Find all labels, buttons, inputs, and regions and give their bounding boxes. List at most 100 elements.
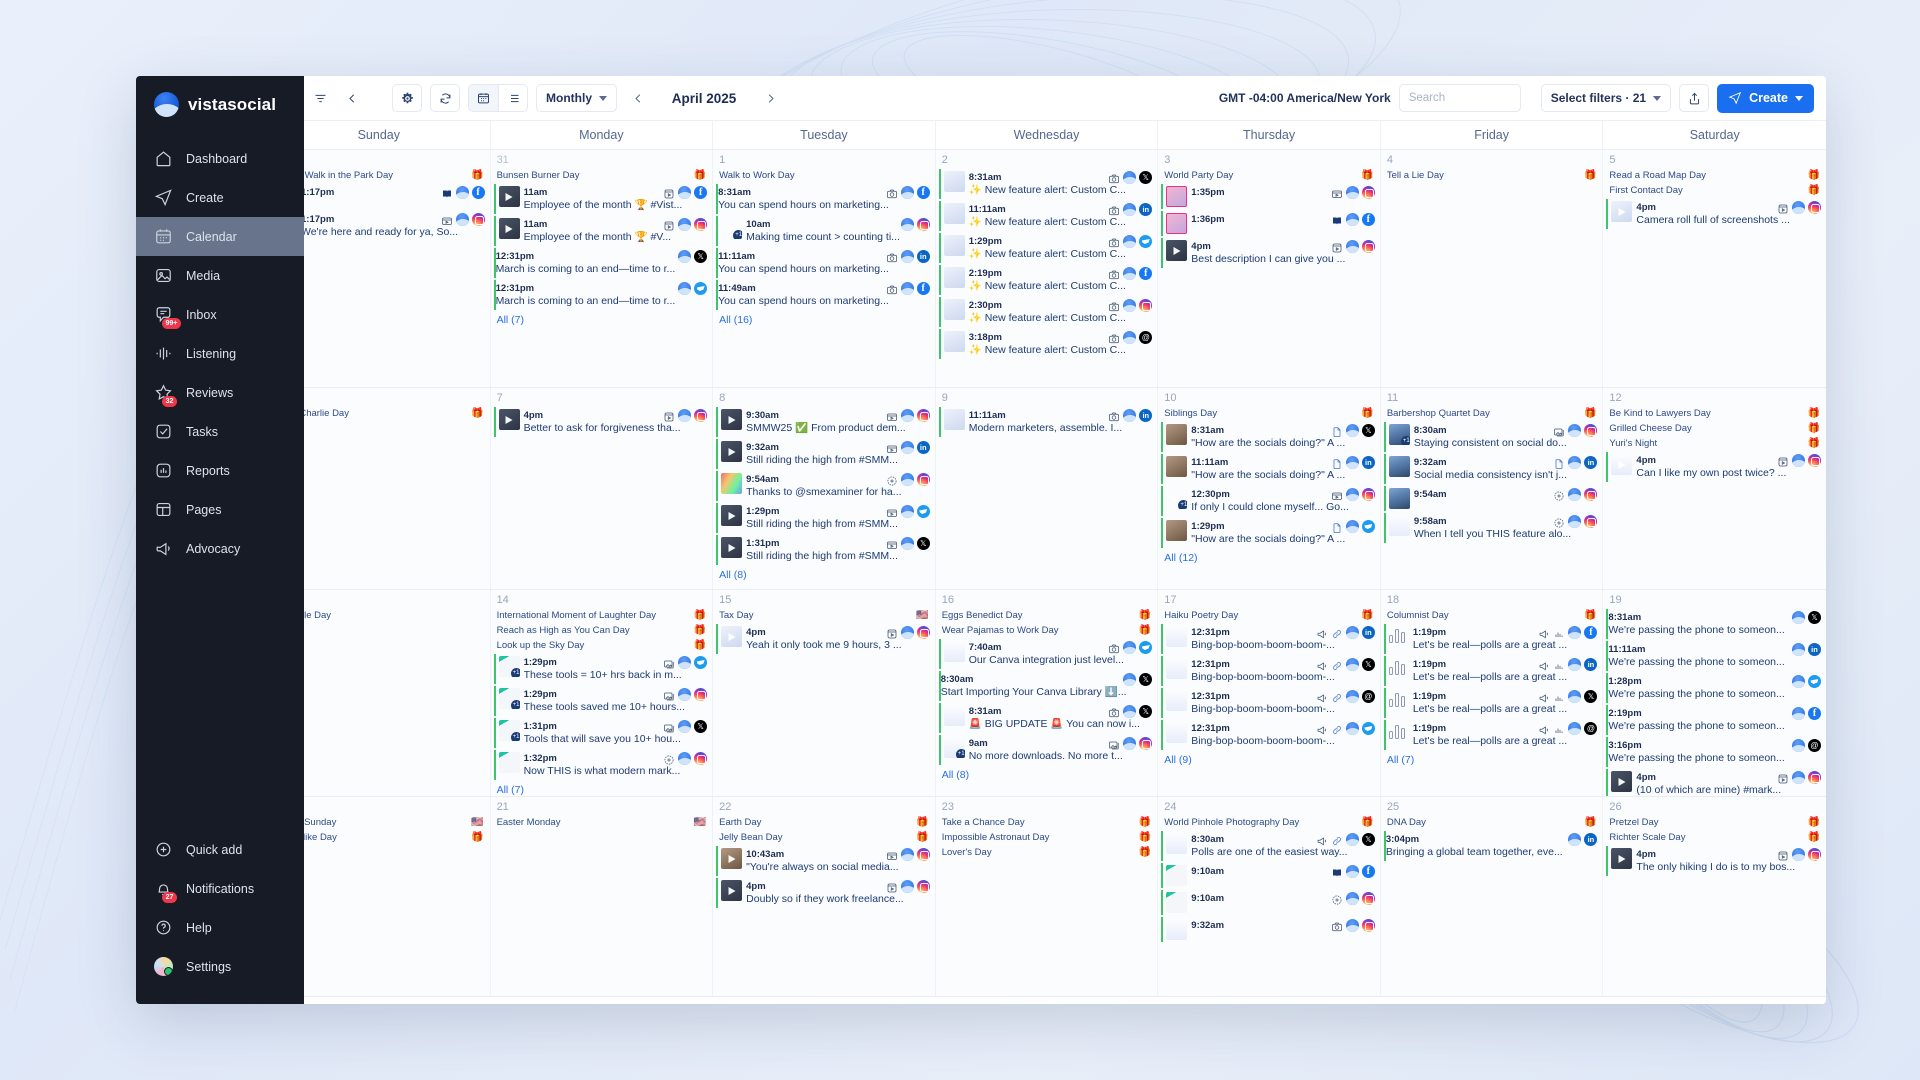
show-all-posts-link[interactable]: All (7): [496, 784, 524, 796]
calendar-post-item[interactable]: 2:19pm✨ New feature alert: Custom C...: [938, 265, 1155, 295]
calendar-post-item[interactable]: 9:58am When I tell you THIS feature alo..…: [1383, 513, 1600, 543]
calendar-post-item[interactable]: 1:29pm "How are the socials doing?" A ...: [1161, 518, 1377, 548]
search-input[interactable]: [1398, 84, 1521, 112]
calendar-post-item[interactable]: 9:10am: [1161, 890, 1377, 915]
calendar-day-cell[interactable]: 6Sorry Charlie Day🎁: [268, 388, 491, 589]
sidebar-item-inbox[interactable]: 99+ Inbox: [136, 295, 304, 334]
calendar-post-item[interactable]: 1:19pmLet's be real—polls are a great ..…: [1383, 688, 1600, 718]
share-button[interactable]: [1679, 84, 1710, 112]
calendar-post-item[interactable]: 11:11amYou can spend hours on marketing.…: [716, 248, 932, 278]
calendar-post-item[interactable]: 1:29pm ✨ New feature alert: Custom C...: [938, 233, 1155, 263]
sidebar-item-reports[interactable]: Reports: [136, 451, 304, 490]
calendar-post-item[interactable]: 12:31pmBing-bop-boom-boom-boom-...: [1161, 624, 1377, 654]
calendar-post-item[interactable]: 1:35pm: [1161, 184, 1377, 209]
calendar-day-cell[interactable]: 7 4pm Better to ask for forgiveness tha...: [490, 388, 714, 589]
calendar-post-item[interactable]: 2:30pm ✨ New feature alert: Custom C...: [938, 297, 1155, 327]
calendar-post-item[interactable]: 1:31pmStill riding the high from #SMM...: [716, 535, 932, 565]
calendar-day-cell[interactable]: 8 9:30am SMMW25 ✅ From product dem... 9:32a…: [713, 388, 936, 589]
sidebar-item-tasks[interactable]: Tasks: [136, 412, 304, 451]
show-all-posts-link[interactable]: All (7): [496, 314, 524, 326]
calendar-day-cell[interactable]: 23 Take a Chance Day 🎁 Impossible Astronaut…: [935, 797, 1159, 996]
calendar-post-item[interactable]: 9:54am Thanks to @smexaminer for ha...: [716, 471, 932, 501]
calendar-post-item[interactable]: 7:40am Our Canva integration just level..…: [938, 639, 1155, 669]
calendar-post-item[interactable]: +1 10am Making time count > counting ti...: [716, 216, 932, 246]
calendar-view-button[interactable]: [468, 84, 498, 112]
calendar-post-item[interactable]: 8:30amPolls are one of the easiest way..…: [1161, 831, 1377, 861]
calendar-post-item[interactable]: 11:11am"How are the socials doing?" A ..…: [1161, 454, 1377, 484]
calendar-day-cell[interactable]: 24 World Pinhole Photography Day🎁 8:30amPo…: [1158, 797, 1381, 996]
calendar-post-item[interactable]: +1 1:29pm These tools saved me 10+ hours..…: [493, 686, 710, 716]
calendar-post-item[interactable]: +1 1:29pm These tools = 10+ hrs back in m.…: [493, 654, 710, 684]
calendar-post-item[interactable]: +1 8:30am Staying consistent on social do.…: [1383, 422, 1600, 452]
filters-dropdown[interactable]: Select filters · 21: [1540, 84, 1672, 112]
calendar-post-item[interactable]: 4pm Better to ask for forgiveness tha...: [493, 407, 710, 437]
calendar-post-item[interactable]: 11:11am✨ New feature alert: Custom C...: [938, 201, 1155, 231]
next-month-button[interactable]: [757, 84, 783, 112]
sidebar-item-settings[interactable]: Settings: [136, 947, 304, 986]
calendar-post-item[interactable]: 8:31am✨ New feature alert: Custom C...: [938, 169, 1155, 199]
calendar-post-item[interactable]: 1:36pm: [1161, 211, 1377, 236]
calendar-post-item[interactable]: 1:28pm We're passing the phone to someon.…: [1606, 673, 1823, 703]
calendar-post-item[interactable]: 1:19pmLet's be real—polls are a great ..…: [1383, 624, 1600, 654]
calendar-day-cell[interactable]: 30Take a Walk in the Park Day🎁1:17pm1:17…: [268, 150, 491, 387]
sidebar-item-pages[interactable]: Pages: [136, 490, 304, 529]
prev-month-button[interactable]: [625, 84, 651, 112]
calendar-post-item[interactable]: 9:32am: [1161, 917, 1377, 942]
calendar-post-item[interactable]: 11:49amYou can spend hours on marketing.…: [716, 280, 932, 310]
list-view-button[interactable]: [498, 84, 528, 112]
show-all-posts-link[interactable]: All (8): [941, 769, 970, 781]
calendar-post-item[interactable]: 8:31am"How are the socials doing?" A ...: [1161, 422, 1377, 452]
show-all-posts-link[interactable]: All (12): [1164, 552, 1198, 564]
sidebar-item-notifications[interactable]: 27 Notifications: [136, 869, 304, 908]
calendar-day-cell[interactable]: 4 Tell a Lie Day 🎁: [1380, 150, 1604, 387]
calendar-post-item[interactable]: 1:19pmLet's be real—polls are a great ..…: [1383, 656, 1600, 686]
calendar-post-item[interactable]: 3:16pmWe're passing the phone to someon.…: [1606, 737, 1823, 767]
calendar-day-cell[interactable]: 12 Be Kind to Lawyers Day 🎁 Grilled Cheese …: [1603, 388, 1826, 589]
refresh-button[interactable]: [430, 84, 460, 112]
calendar-settings-button[interactable]: [392, 84, 422, 112]
calendar-post-item[interactable]: 3:18pm✨ New feature alert: Custom C...: [938, 329, 1155, 359]
calendar-post-item[interactable]: 11:11amWe're passing the phone to someon…: [1606, 641, 1823, 671]
calendar-day-cell[interactable]: 5 Read a Road Map Day 🎁 First Contact Day 🎁 4…: [1603, 150, 1826, 387]
calendar-day-cell[interactable]: 198:31amWe're passing the phone to someo…: [1603, 590, 1826, 796]
calendar-post-item[interactable]: 4pm Best description I can give you ...: [1161, 238, 1377, 268]
calendar-post-item[interactable]: 4pm Camera roll full of screenshots ...: [1606, 199, 1823, 229]
sidebar-item-quick-add[interactable]: Quick add: [136, 830, 304, 869]
create-button[interactable]: Create: [1717, 83, 1814, 113]
filter-button[interactable]: [308, 84, 332, 112]
show-all-posts-link[interactable]: All (9): [1164, 754, 1192, 766]
calendar-day-cell[interactable]: 22 Earth Day 🎁 Jelly Bean Day 🎁 10:43am "You'r…: [713, 797, 936, 996]
calendar-post-item[interactable]: 9:54am: [1383, 486, 1600, 511]
brand[interactable]: vistasocial: [136, 76, 304, 139]
sidebar-item-media[interactable]: Media: [136, 256, 304, 295]
calendar-post-item[interactable]: 9:32amSocial media consistency isn't j..…: [1383, 454, 1600, 484]
calendar-post-item[interactable]: 8:30amStart Importing Your Canva Library…: [938, 671, 1155, 701]
calendar-post-item[interactable]: 3:04pmBringing a global team together, e…: [1383, 831, 1600, 861]
calendar-day-cell[interactable]: 26 Pretzel Day 🎁 Richter Scale Day 🎁 4pm The o…: [1603, 797, 1826, 996]
sidebar-item-create[interactable]: Create: [136, 178, 304, 217]
calendar-day-cell[interactable]: 28:31am✨ New feature alert: Custom C...1…: [935, 150, 1159, 387]
calendar-post-item[interactable]: 2:19pmWe're passing the phone to someon.…: [1606, 705, 1823, 735]
calendar-post-item[interactable]: 9:10am: [1161, 863, 1377, 888]
calendar-day-cell[interactable]: 11 Barbershop Quartet Day 🎁 +1 8:30am Staying…: [1380, 388, 1604, 589]
calendar-post-item[interactable]: 8:31am🚨 BIG UPDATE 🚨 You can now i...: [938, 703, 1155, 733]
show-all-posts-link[interactable]: All (16): [719, 314, 753, 326]
sidebar-item-listening[interactable]: Listening: [136, 334, 304, 373]
calendar-day-cell[interactable]: 14 International Moment of Laughter Day 🎁 R…: [490, 590, 714, 796]
calendar-post-item[interactable]: 11am Employee of the month 🏆 #V...: [493, 216, 710, 246]
collapse-panel-button[interactable]: [340, 84, 364, 112]
calendar-post-item[interactable]: 4pm Yeah it only took me 9 hours, 3 ...: [716, 624, 932, 654]
calendar-post-item[interactable]: 12:31pmBing-bop-boom-boom-boom-...: [1161, 656, 1377, 686]
calendar-post-item[interactable]: 11:11amModern marketers, assemble. I...: [938, 407, 1155, 437]
calendar-post-item[interactable]: 9:30am SMMW25 ✅ From product dem...: [716, 407, 932, 437]
